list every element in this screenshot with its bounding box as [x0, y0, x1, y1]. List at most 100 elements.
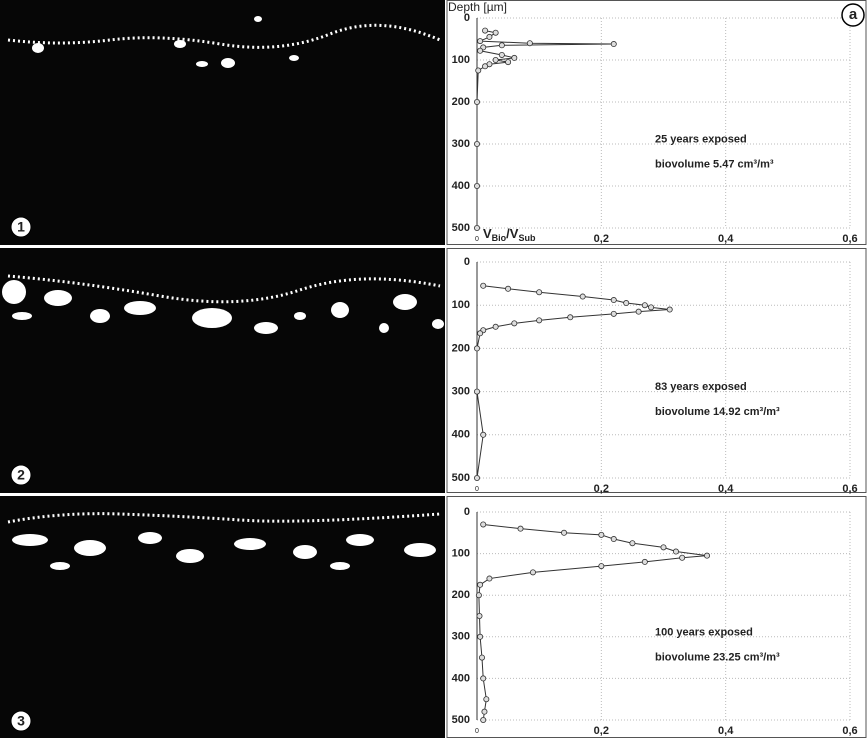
- data-point: [660, 544, 667, 551]
- data-point: [486, 575, 493, 582]
- data-point: [679, 554, 686, 561]
- data-point: [567, 314, 574, 321]
- y-tick-label: 300: [452, 631, 470, 643]
- data-point: [704, 552, 711, 559]
- y-tick-label: 500: [452, 714, 470, 726]
- panel-badge: [10, 710, 32, 732]
- data-point: [672, 548, 679, 555]
- data-point: [480, 521, 487, 528]
- data-point: [482, 27, 489, 34]
- data-point: [482, 63, 489, 70]
- x-tick-label: 0: [475, 236, 479, 243]
- x-tick-label: 0,6: [842, 483, 857, 495]
- data-point: [475, 67, 482, 74]
- data-point: [623, 300, 630, 307]
- data-point: [517, 525, 524, 532]
- surface-line: [7, 512, 441, 524]
- data-point: [477, 633, 484, 640]
- y-tick-label: 100: [452, 548, 470, 560]
- y-axis-label: Depth [µm]: [448, 0, 507, 14]
- x-tick-label: 0,4: [718, 725, 734, 737]
- x-axis-label-part: /V: [506, 226, 519, 241]
- data-point: [598, 563, 605, 570]
- figure-badge: [841, 3, 865, 27]
- surface-line: [7, 23, 441, 49]
- y-tick-label: 200: [452, 589, 470, 601]
- y-tick-label: 400: [452, 180, 470, 192]
- data-point: [473, 99, 480, 106]
- y-tick-label: 300: [452, 138, 470, 150]
- data-point: [477, 47, 484, 54]
- annotation: 83 years exposed: [655, 381, 747, 393]
- x-axis-label-sub: Bio: [492, 233, 507, 243]
- x-tick-label: 0,4: [718, 233, 734, 245]
- data-point: [477, 38, 484, 45]
- data-point: [473, 474, 480, 481]
- cells: [2, 16, 444, 570]
- data-point: [473, 388, 480, 395]
- panel-number: 2: [17, 467, 25, 483]
- data-point: [648, 304, 655, 311]
- x-tick-label: 0,2: [594, 725, 609, 737]
- panel-number: 1: [17, 219, 25, 235]
- x-tick-label: 0: [475, 486, 479, 493]
- annotation: biovolume 23.25 cm³/m³: [655, 652, 780, 664]
- data-point: [641, 302, 648, 309]
- profile-line: [476, 30, 614, 228]
- data-point: [505, 59, 512, 66]
- data-point: [526, 40, 533, 47]
- y-tick-label: 500: [452, 472, 470, 484]
- y-tick-label: 100: [452, 299, 470, 311]
- micrograph: [0, 248, 445, 493]
- data-point: [475, 592, 482, 599]
- y-tick-label: 0: [464, 256, 470, 268]
- x-tick-label: 0,2: [594, 483, 609, 495]
- x-axis-label: VBio/VSub: [483, 226, 536, 243]
- data-point: [641, 558, 648, 565]
- data-point: [529, 569, 536, 576]
- annotation: biovolume 14.92 cm³/m³: [655, 406, 780, 418]
- x-tick-label: 0,6: [842, 725, 857, 737]
- x-tick-label: 0: [475, 728, 479, 735]
- panel-badge: [10, 216, 32, 238]
- panel-number: 3: [17, 713, 25, 729]
- y-tick-label: 100: [452, 54, 470, 66]
- data-point: [492, 29, 499, 36]
- data-point: [610, 536, 617, 543]
- data-point: [666, 306, 673, 313]
- plot-frame: [446, 248, 867, 493]
- data-point: [635, 308, 642, 315]
- annotation: 25 years exposed: [655, 134, 747, 146]
- data-point: [486, 33, 493, 40]
- data-point: [473, 140, 480, 147]
- x-tick-label: 0,4: [718, 483, 734, 495]
- data-point: [480, 431, 487, 438]
- data-point: [480, 717, 487, 724]
- y-tick-label: 200: [452, 342, 470, 354]
- data-point: [480, 675, 487, 682]
- data-point: [511, 54, 518, 61]
- panel-numbers: 1 2 3: [10, 216, 32, 732]
- x-axis-label-part: V: [483, 226, 492, 241]
- y-tick-label: 300: [452, 386, 470, 398]
- data-point: [481, 708, 488, 715]
- plot-frame: [446, 0, 867, 245]
- micrographs: [0, 0, 445, 738]
- data-point: [498, 42, 505, 49]
- data-point: [476, 613, 483, 620]
- data-point: [536, 317, 543, 324]
- data-point: [483, 696, 490, 703]
- panel-badge: [10, 464, 32, 486]
- y-tick-label: 500: [452, 222, 470, 234]
- annotation: 100 years exposed: [655, 627, 753, 639]
- annotation: biovolume 5.47 cm³/m³: [655, 159, 774, 171]
- data-point: [561, 529, 568, 536]
- data-point: [478, 654, 485, 661]
- data-point: [498, 51, 505, 58]
- plots: 0 100 200 300 400 500 0 0,2 0,4 0,6 Depth [µm] VBio…: [446, 0, 867, 738]
- data-point: [492, 57, 499, 64]
- surface-line: [7, 274, 441, 304]
- x-tick-label: 0,2: [594, 233, 609, 245]
- data-point: [473, 182, 480, 189]
